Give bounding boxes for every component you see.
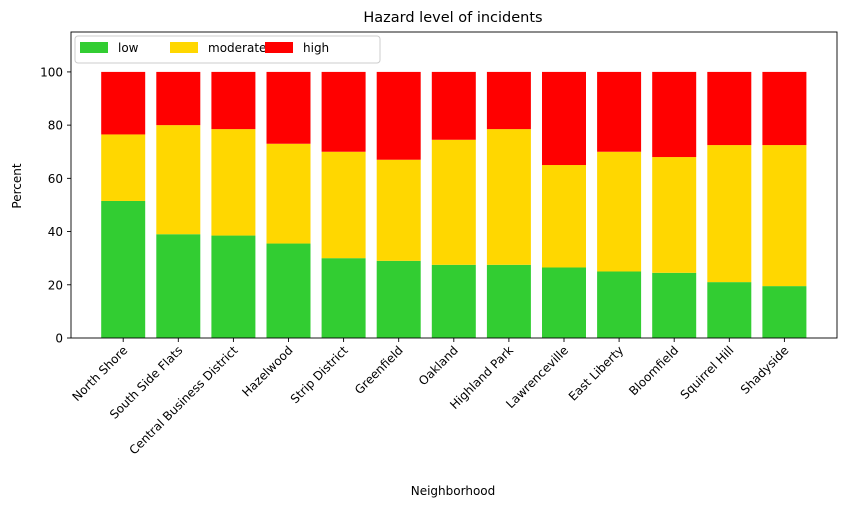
bar-moderate xyxy=(266,143,311,244)
bar-moderate xyxy=(376,159,421,261)
bar-low xyxy=(486,264,531,338)
legend-swatch-low xyxy=(80,42,108,53)
bar-moderate xyxy=(707,145,752,283)
bar-moderate xyxy=(211,129,256,236)
x-tick-label: Bloomfield xyxy=(626,343,681,398)
bar-moderate xyxy=(321,151,366,259)
bar-low xyxy=(652,272,697,338)
bar-low xyxy=(707,282,752,338)
bar-high xyxy=(156,71,201,126)
bar-low xyxy=(321,258,366,338)
legend-label-low: low xyxy=(118,41,139,55)
bar-low xyxy=(211,235,256,338)
bar-low xyxy=(762,286,807,338)
legend-label-moderate: moderate xyxy=(208,41,266,55)
y-tick-label: 100 xyxy=(40,65,63,79)
bar-high xyxy=(431,71,476,140)
bar-high xyxy=(597,71,642,152)
bar-low xyxy=(376,260,421,338)
x-tick-label: Shadyside xyxy=(738,343,792,397)
x-tick-label: Oakland xyxy=(416,343,461,388)
y-tick-label: 60 xyxy=(48,172,63,186)
bar-high xyxy=(266,71,311,144)
bar-low xyxy=(156,234,201,338)
x-tick-label: Greenfield xyxy=(352,343,406,397)
bar-moderate xyxy=(431,139,476,265)
x-tick-label: East Liberty xyxy=(566,343,626,403)
bar-moderate xyxy=(101,134,146,201)
y-tick-label: 40 xyxy=(48,225,63,239)
y-tick-label: 0 xyxy=(55,332,63,346)
legend-swatch-moderate xyxy=(170,42,198,53)
bar-low xyxy=(101,200,146,338)
legend-box xyxy=(74,35,381,64)
bar-moderate xyxy=(486,129,531,265)
x-axis-label: Neighborhood xyxy=(411,484,496,498)
bar-high xyxy=(652,71,697,158)
bar-low xyxy=(431,264,476,338)
bar-moderate xyxy=(652,157,697,273)
bar-moderate xyxy=(762,145,807,287)
y-tick-label: 80 xyxy=(48,119,63,133)
bar-high xyxy=(211,71,256,130)
y-tick-label: 20 xyxy=(48,278,63,292)
bar-high xyxy=(321,71,366,152)
x-tick-label: Squirrel Hill xyxy=(678,343,737,402)
x-tick-label: Strip District xyxy=(288,343,351,406)
bar-high xyxy=(101,71,146,135)
bar-moderate xyxy=(542,165,586,268)
x-tick-label: North Shore xyxy=(70,343,131,404)
bar-moderate xyxy=(156,125,201,235)
x-tick-label: Hazelwood xyxy=(239,343,295,399)
bar-low xyxy=(266,243,311,338)
chart-title: Hazard level of incidents xyxy=(363,10,542,26)
bar-high xyxy=(707,71,752,146)
bar-low xyxy=(542,267,586,338)
legend-label-high: high xyxy=(303,41,329,55)
bar-high xyxy=(762,71,807,146)
bar-high xyxy=(486,71,531,130)
bar-high xyxy=(376,71,421,160)
legend-swatch-high xyxy=(265,42,293,53)
bar-low xyxy=(597,271,642,338)
x-tick-label: Central Business District xyxy=(126,343,240,457)
y-axis-label: Percent xyxy=(10,163,24,208)
bar-high xyxy=(542,71,586,166)
bar-moderate xyxy=(597,151,642,272)
